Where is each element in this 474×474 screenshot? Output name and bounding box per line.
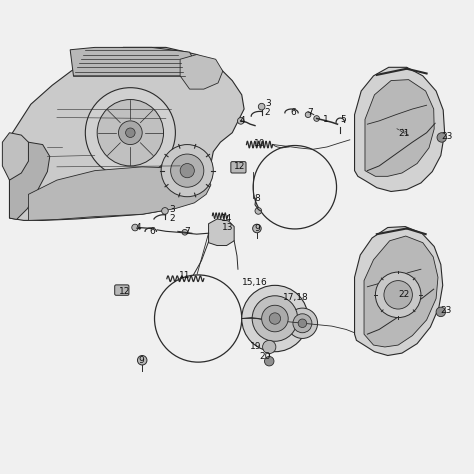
Circle shape xyxy=(171,154,204,187)
Circle shape xyxy=(436,307,446,317)
Polygon shape xyxy=(70,47,197,76)
Text: 9: 9 xyxy=(138,356,144,365)
Circle shape xyxy=(162,208,168,214)
Circle shape xyxy=(85,88,175,178)
Polygon shape xyxy=(180,55,223,89)
Circle shape xyxy=(262,305,288,332)
Text: 2: 2 xyxy=(264,109,270,117)
Text: 20: 20 xyxy=(260,352,271,361)
Polygon shape xyxy=(2,133,28,180)
Text: 3: 3 xyxy=(265,99,271,108)
Text: 10: 10 xyxy=(254,139,265,147)
Text: 13: 13 xyxy=(222,223,233,232)
Circle shape xyxy=(263,340,276,354)
Circle shape xyxy=(264,356,274,366)
Text: 22: 22 xyxy=(398,291,410,299)
Circle shape xyxy=(137,356,147,365)
Text: 6: 6 xyxy=(149,227,155,236)
Circle shape xyxy=(132,224,138,231)
Text: 1: 1 xyxy=(323,115,329,124)
Circle shape xyxy=(287,308,318,338)
Text: 5: 5 xyxy=(340,115,346,124)
Circle shape xyxy=(161,145,213,197)
FancyBboxPatch shape xyxy=(115,285,129,295)
Circle shape xyxy=(182,229,188,235)
Circle shape xyxy=(269,313,281,324)
Circle shape xyxy=(258,103,265,110)
Text: 23: 23 xyxy=(442,132,453,141)
Circle shape xyxy=(255,208,262,214)
Polygon shape xyxy=(364,236,438,347)
Text: 7: 7 xyxy=(307,109,313,117)
Circle shape xyxy=(305,112,311,118)
Circle shape xyxy=(237,118,244,124)
Polygon shape xyxy=(365,80,434,176)
Text: 17,18: 17,18 xyxy=(283,293,309,302)
Circle shape xyxy=(253,224,261,233)
Circle shape xyxy=(242,285,308,352)
Circle shape xyxy=(180,164,194,178)
FancyBboxPatch shape xyxy=(231,162,246,173)
Circle shape xyxy=(118,121,142,145)
Circle shape xyxy=(384,281,412,309)
Circle shape xyxy=(293,314,312,333)
Polygon shape xyxy=(209,219,234,246)
Text: 6: 6 xyxy=(291,109,296,117)
Circle shape xyxy=(298,319,307,328)
Text: 9: 9 xyxy=(254,224,260,233)
Text: 12: 12 xyxy=(234,163,245,171)
Text: 15,16: 15,16 xyxy=(242,278,267,286)
Polygon shape xyxy=(9,47,244,220)
Polygon shape xyxy=(355,67,445,191)
Text: 4: 4 xyxy=(240,117,246,125)
Circle shape xyxy=(375,272,421,318)
Text: 14: 14 xyxy=(221,214,232,222)
Text: 21: 21 xyxy=(398,129,410,138)
Text: 8: 8 xyxy=(254,194,260,202)
Circle shape xyxy=(126,128,135,137)
Circle shape xyxy=(314,116,319,121)
Circle shape xyxy=(252,296,298,341)
Circle shape xyxy=(437,133,447,142)
Text: 23: 23 xyxy=(440,306,451,315)
Text: 4: 4 xyxy=(135,223,141,232)
Text: 7: 7 xyxy=(184,227,190,236)
Polygon shape xyxy=(9,142,50,219)
Text: 19: 19 xyxy=(250,343,262,351)
Text: 12: 12 xyxy=(119,287,131,296)
Circle shape xyxy=(97,100,164,166)
Text: 11: 11 xyxy=(179,272,191,280)
Text: 2: 2 xyxy=(170,214,175,222)
Text: 3: 3 xyxy=(170,205,175,214)
Polygon shape xyxy=(28,167,211,220)
Polygon shape xyxy=(355,227,443,356)
